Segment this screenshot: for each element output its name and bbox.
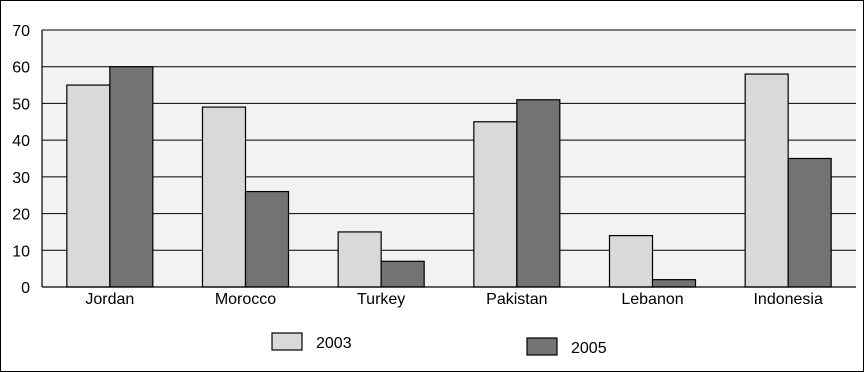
bars xyxy=(66,66,832,288)
y-tick-label: 20 xyxy=(12,207,30,224)
plot-area xyxy=(42,30,856,287)
legend-swatch-2003 xyxy=(271,332,303,351)
y-tick-label: 50 xyxy=(12,96,30,113)
y-tick-label: 0 xyxy=(21,280,30,297)
x-tick-label: Pakistan xyxy=(486,291,547,308)
bar-2005-pakistan xyxy=(516,99,561,288)
y-tick-label: 40 xyxy=(12,133,30,150)
legend-label-2005: 2005 xyxy=(571,340,607,357)
bar-2003-turkey xyxy=(337,231,382,288)
legend-label-2003: 2003 xyxy=(316,335,352,352)
x-tick-label: Lebanon xyxy=(621,291,683,308)
bar-2005-lebanon xyxy=(651,279,697,288)
gridlines xyxy=(42,29,856,251)
x-tick-labels: Jordan Morocco Turkey Pakistan Lebanon Indone… xyxy=(85,291,823,308)
bar-2005-indonesia xyxy=(787,157,832,288)
y-tick-labels: 0 10 20 30 40 50 60 70 xyxy=(12,23,30,297)
legend-swatch-2005 xyxy=(526,337,558,356)
x-tick-label: Indonesia xyxy=(753,291,822,308)
bar-2003-lebanon xyxy=(608,235,654,288)
y-tick-label: 10 xyxy=(12,243,30,260)
bar-2003-morocco xyxy=(201,106,247,288)
y-tick-label: 70 xyxy=(12,23,30,40)
y-tick-label: 60 xyxy=(12,60,30,77)
bar-2005-jordan xyxy=(109,66,154,288)
x-tick-label: Turkey xyxy=(357,291,405,308)
bar-2003-indonesia xyxy=(744,73,789,288)
x-tick-label: Morocco xyxy=(215,291,276,308)
y-tick-label: 30 xyxy=(12,170,30,187)
bar-2005-morocco xyxy=(244,190,290,288)
bar-2005-turkey xyxy=(380,260,425,288)
x-tick-label: Jordan xyxy=(85,291,134,308)
axes xyxy=(41,30,856,288)
bar-2003-pakistan xyxy=(473,121,518,288)
bar-2003-jordan xyxy=(66,84,111,288)
legend: 2003 2005 xyxy=(271,332,607,357)
